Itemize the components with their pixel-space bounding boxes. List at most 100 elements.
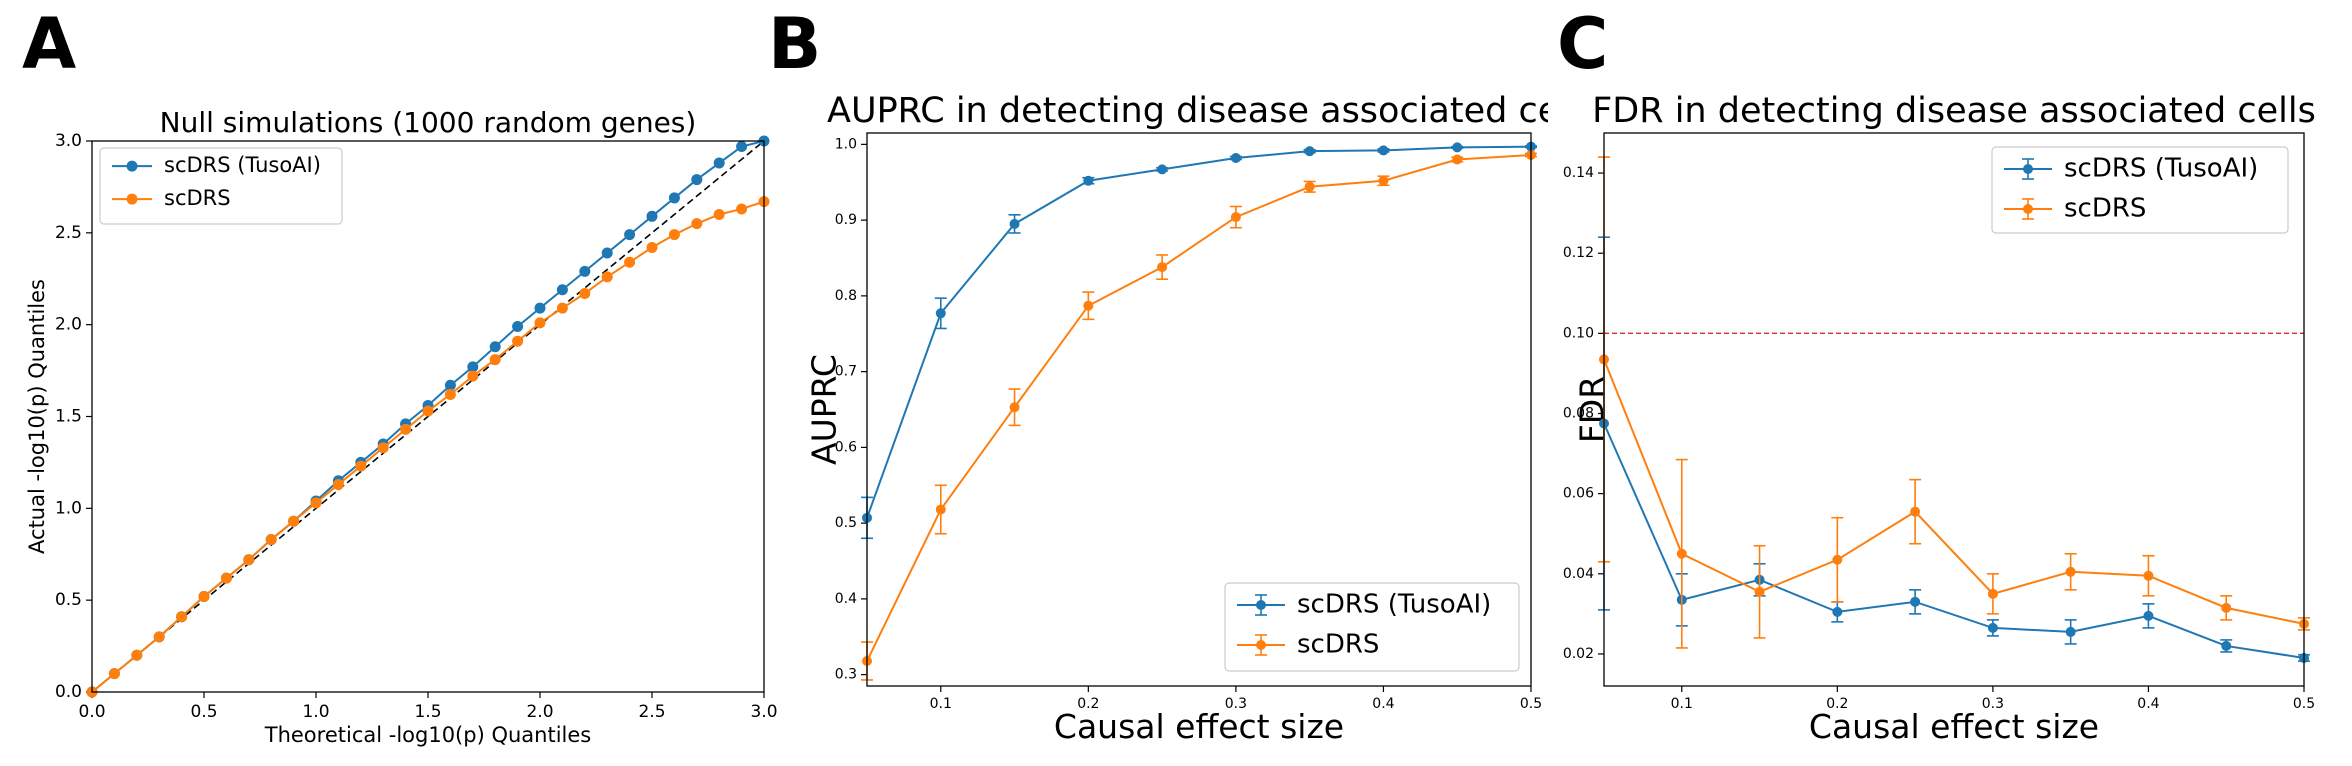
legend-swatch-marker <box>126 160 138 172</box>
data-point <box>601 247 613 259</box>
data-point <box>646 210 658 222</box>
panel-label: A <box>22 3 76 85</box>
data-point <box>1452 142 1463 153</box>
x-axis-label: Causal effect size <box>1809 707 2099 746</box>
y-tick-label: 0.12 <box>1563 245 1594 261</box>
data-point <box>444 388 456 400</box>
data-point <box>422 405 434 417</box>
legend-box <box>99 147 343 225</box>
data-point <box>691 174 703 186</box>
data-point <box>1157 262 1168 273</box>
y-tick-label: 1.5 <box>55 407 82 427</box>
y-tick-label: 0.02 <box>1563 646 1594 662</box>
legend: scDRS (TusoAI) scDRS <box>1224 582 1520 672</box>
data-point <box>1910 506 1921 517</box>
data-point <box>668 229 680 241</box>
data-point <box>2221 602 2232 613</box>
data-point <box>310 497 322 509</box>
series-0 <box>861 141 1537 540</box>
data-point <box>534 317 546 329</box>
data-point <box>243 554 255 566</box>
x-tick-label: 0.4 <box>2137 696 2159 712</box>
data-point <box>579 265 591 277</box>
data-point <box>153 631 165 643</box>
data-point <box>131 649 143 661</box>
data-point <box>534 302 546 314</box>
x-tick-label: 0.2 <box>1077 696 1099 712</box>
legend-swatch-marker <box>2023 204 2033 214</box>
data-point <box>2143 610 2154 621</box>
data-point <box>1987 588 1998 599</box>
series-1 <box>86 196 770 698</box>
data-point <box>556 302 568 314</box>
y-tick-label: 2.5 <box>55 223 82 243</box>
y-tick-label: 0.9 <box>835 212 857 228</box>
data-point <box>489 341 501 353</box>
legend-label: scDRS <box>1297 630 1379 660</box>
y-tick-label: 0.5 <box>835 515 857 531</box>
data-point <box>935 308 946 319</box>
y-tick-label: 0.08 <box>1563 406 1594 422</box>
x-tick-label: 0.1 <box>1671 696 1693 712</box>
data-point <box>713 157 725 169</box>
series-line <box>866 153 1532 662</box>
data-point <box>1083 175 1094 186</box>
data-point <box>288 515 300 527</box>
legend-swatch-marker <box>1256 600 1266 610</box>
panel-c: C FDR in detecting disease associated cel… <box>1557 3 2316 746</box>
chart-title: FDR in detecting disease associated cell… <box>1592 91 2316 131</box>
legend-box <box>1991 146 2289 234</box>
panel-a: A Null simulations (1000 random genes) 0.0… <box>22 3 778 747</box>
y-axis-label: AUPRC <box>805 354 844 465</box>
legend: scDRS (TusoAI) scDRS <box>99 147 343 225</box>
data-point <box>444 379 456 391</box>
chart-title: AUPRC in detecting disease associated ce… <box>827 91 1569 131</box>
y-tick-label: 1.0 <box>55 498 82 518</box>
x-axis-label: Theoretical -log10(p) Quantiles <box>264 723 591 747</box>
x-tick-label: 0.0 <box>78 702 105 722</box>
panel-label: C <box>1557 3 1608 85</box>
x-tick-label: 2.5 <box>638 702 665 722</box>
data-point <box>691 218 703 230</box>
y-tick-label: 0.4 <box>835 591 857 607</box>
data-point <box>332 478 344 490</box>
panel-label: B <box>768 3 821 85</box>
legend-label: scDRS <box>2064 194 2146 224</box>
data-point <box>736 203 748 215</box>
y-tick-label: 1.0 <box>835 136 857 152</box>
legend: scDRS (TusoAI) scDRS <box>1991 146 2289 234</box>
data-point <box>2065 626 2076 637</box>
y-tick-label: 0.3 <box>835 667 857 683</box>
series-line <box>91 200 765 693</box>
data-point <box>668 192 680 204</box>
data-point <box>1009 218 1020 229</box>
data-point <box>713 208 725 220</box>
data-point <box>176 611 188 623</box>
data-point <box>467 370 479 382</box>
y-tick-label: 0.04 <box>1563 566 1594 582</box>
data-point <box>1754 586 1765 597</box>
y-tick-label: 0.5 <box>55 590 82 610</box>
legend-swatch-marker <box>2023 164 2033 174</box>
data-point <box>1230 212 1241 223</box>
data-point <box>556 284 568 296</box>
y-axis-label: FDR <box>1573 376 1612 443</box>
x-tick-label: 0.1 <box>930 696 952 712</box>
y-tick-label: 0.7 <box>835 364 857 380</box>
data-point <box>2065 566 2076 577</box>
x-tick-label: 2.0 <box>526 702 553 722</box>
y-tick-label: 0.14 <box>1563 165 1594 181</box>
data-point <box>646 242 658 254</box>
data-point <box>512 321 524 333</box>
data-point <box>512 335 524 347</box>
legend-box <box>1224 582 1520 672</box>
data-point <box>1230 152 1241 163</box>
data-point <box>1304 181 1315 192</box>
x-tick-label: 0.2 <box>1826 696 1848 712</box>
data-point <box>1676 548 1687 559</box>
legend-label: scDRS (TusoAI) <box>2064 154 2258 184</box>
data-point <box>2221 640 2232 651</box>
x-tick-label: 0.5 <box>2293 696 2315 712</box>
y-tick-label: 0.10 <box>1563 325 1594 341</box>
data-point <box>467 361 479 373</box>
